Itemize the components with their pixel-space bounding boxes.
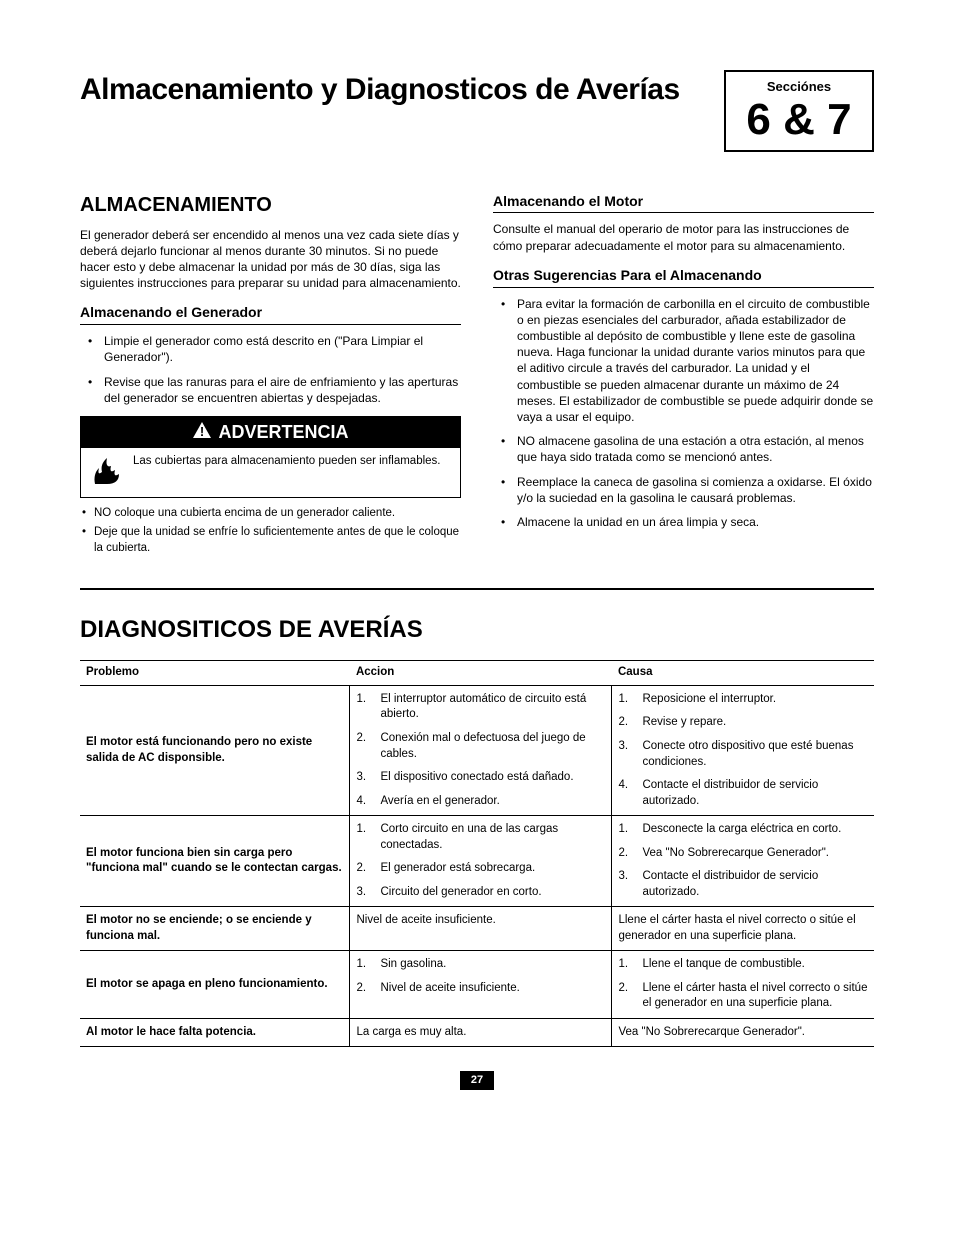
- problem-cell: El motor está funcionando pero no existe…: [80, 685, 350, 815]
- warning-title-bar: ! ADVERTENCIA: [81, 417, 460, 448]
- numbered-item: 1.Desconecte la carga eléctrica en corto…: [618, 822, 868, 838]
- numbered-item: 4.Avería en el generador.: [356, 794, 605, 810]
- section-badge-number: 6 & 7: [740, 98, 858, 142]
- numbered-item: 2.Revise y repare.: [618, 715, 868, 731]
- svg-text:!: !: [200, 424, 204, 439]
- table-row: Al motor le hace falta potencia.La carga…: [80, 1018, 874, 1047]
- numbered-item: 1.Reposicione el interruptor.: [618, 692, 868, 708]
- plain-cell: Vea "No Sobrerecarque Generador".: [612, 1018, 874, 1047]
- plain-cell: Nivel de aceite insuficiente.: [350, 907, 612, 951]
- col-problemo: Problemo: [80, 661, 350, 686]
- numbered-item: 2.Nivel de aceite insuficiente.: [356, 981, 605, 997]
- page-number-badge: 27: [460, 1071, 494, 1090]
- list-item: Revise que las ranuras para el aire de e…: [80, 374, 461, 406]
- plain-cell: La carga es muy alta.: [350, 1018, 612, 1047]
- numbered-item: 4.Contacte el distribuidor de servicio a…: [618, 778, 868, 809]
- page-title: Almacenamiento y Diagnosticos de Averías: [80, 70, 680, 111]
- warning-box: ! ADVERTENCIA Las cubiertas para almacen…: [80, 416, 461, 498]
- col-accion: Accion: [350, 661, 612, 686]
- flame-icon: [89, 454, 125, 490]
- numbered-item: 1.Sin gasolina.: [356, 957, 605, 973]
- problem-cell: El motor se apaga en pleno funcionamient…: [80, 951, 350, 1019]
- numbered-item: 2.El generador está sobrecarga.: [356, 861, 605, 877]
- diagnostics-table: Problemo Accion Causa El motor está func…: [80, 660, 874, 1047]
- numbered-item: 2.Conexión mal o defectuosa del juego de…: [356, 731, 605, 762]
- other-suggestions-list: Para evitar la formación de carbonilla e…: [493, 296, 874, 530]
- generator-storage-list: Limpie el generador como está descrito e…: [80, 333, 461, 406]
- list-item: NO coloque una cubierta encima de un gen…: [80, 506, 461, 522]
- heading-otras-sugerencias: Otras Sugerencias Para el Almacenando: [493, 266, 874, 288]
- section-badge: Secciónes 6 & 7: [724, 70, 874, 152]
- list-item: Reemplace la caneca de gasolina si comie…: [493, 474, 874, 506]
- content-columns: ALMACENAMIENTO El generador deberá ser e…: [80, 192, 874, 561]
- numbered-item: 3.Contacte el distribuidor de servicio a…: [618, 869, 868, 900]
- col-causa: Causa: [612, 661, 874, 686]
- right-column: Almacenando el Motor Consulte el manual …: [493, 192, 874, 561]
- section-badge-label: Secciónes: [740, 78, 858, 96]
- motor-paragraph: Consulte el manual del operario de motor…: [493, 221, 874, 253]
- heading-almacenando-motor: Almacenando el Motor: [493, 192, 874, 214]
- left-column: ALMACENAMIENTO El generador deberá ser e…: [80, 192, 461, 561]
- list-item: Para evitar la formación de carbonilla e…: [493, 296, 874, 426]
- numbered-item: 3.El dispositivo conectado está dañado.: [356, 770, 605, 786]
- table-row: El motor funciona bien sin carga pero "f…: [80, 816, 874, 907]
- problem-cell: Al motor le hace falta potencia.: [80, 1018, 350, 1047]
- section-divider: [80, 588, 874, 590]
- numbered-item: 2.Llene el cárter hasta el nivel correct…: [618, 981, 868, 1012]
- numbered-item: 3.Circuito del generador en corto.: [356, 885, 605, 901]
- plain-cell: Llene el cárter hasta el nivel correcto …: [612, 907, 874, 951]
- warning-triangle-icon: !: [192, 421, 212, 445]
- warning-body: Las cubiertas para almacenamiento pueden…: [81, 448, 460, 496]
- table-row: El motor no se enciende; o se enciende y…: [80, 907, 874, 951]
- problem-cell: El motor funciona bien sin carga pero "f…: [80, 816, 350, 907]
- numbered-item: 1.Corto circuito en una de las cargas co…: [356, 822, 605, 853]
- table-row: El motor se apaga en pleno funcionamient…: [80, 951, 874, 1019]
- page-header: Almacenamiento y Diagnosticos de Averías…: [80, 70, 874, 152]
- heading-almacenando-generador: Almacenando el Generador: [80, 303, 461, 325]
- warning-subnotes: NO coloque una cubierta encima de un gen…: [80, 506, 461, 557]
- problem-cell: El motor no se enciende; o se enciende y…: [80, 907, 350, 951]
- numbered-item: 1.Llene el tanque de combustible.: [618, 957, 868, 973]
- list-item: Almacene la unidad en un área limpia y s…: [493, 514, 874, 530]
- warning-text: Las cubiertas para almacenamiento pueden…: [133, 454, 452, 470]
- list-item: Deje que la unidad se enfríe lo suficien…: [80, 525, 461, 556]
- list-item: NO almacene gasolina de una estación a o…: [493, 433, 874, 465]
- table-row: El motor está funcionando pero no existe…: [80, 685, 874, 815]
- intro-paragraph: El generador deberá ser encendido al men…: [80, 227, 461, 292]
- list-item: Limpie el generador como está descrito e…: [80, 333, 461, 365]
- numbered-item: 3.Conecte otro dispositivo que esté buen…: [618, 739, 868, 770]
- numbered-item: 1.El interruptor automático de circuito …: [356, 692, 605, 723]
- table-header-row: Problemo Accion Causa: [80, 661, 874, 686]
- heading-diagnosticos: DIAGNOSITICOS DE AVERÍAS: [80, 614, 874, 646]
- numbered-item: 2.Vea "No Sobrerecarque Generador".: [618, 846, 868, 862]
- heading-almacenamiento: ALMACENAMIENTO: [80, 192, 461, 219]
- warning-title-text: ADVERTENCIA: [218, 422, 348, 442]
